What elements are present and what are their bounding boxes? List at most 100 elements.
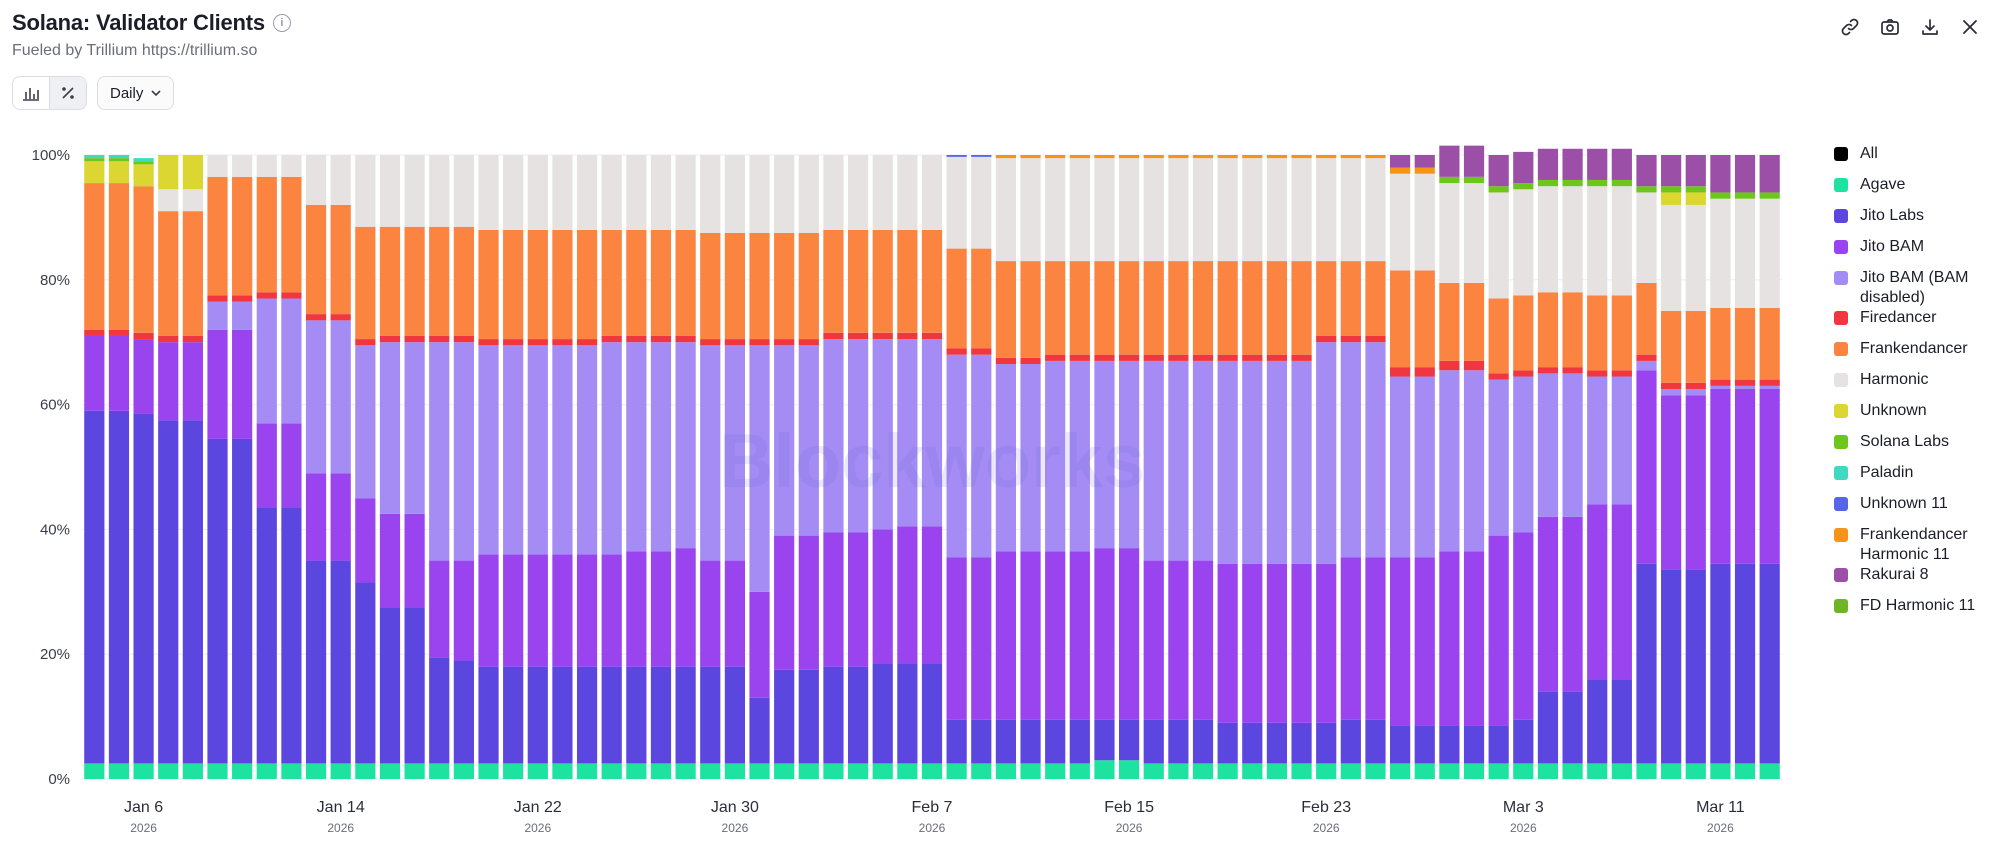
bar-segment-frankendancer-harmonic-11[interactable] [1069, 155, 1090, 159]
bar-segment-rakurai-8[interactable] [1390, 155, 1411, 168]
bar-segment-jito-labs[interactable] [1266, 722, 1288, 764]
bar-segment-harmonic[interactable] [1045, 158, 1066, 262]
bar-segment-jito-bam-bam-disabled-[interactable] [1045, 360, 1066, 552]
legend-item-unknown[interactable]: Unknown [1834, 401, 1994, 432]
bar-segment-jito-bam-bam-disabled-[interactable] [650, 342, 672, 552]
bar-segment-agave[interactable] [971, 763, 992, 779]
legend-item-rakurai-8[interactable]: Rakurai 8 [1834, 565, 1994, 596]
bar-segment-jito-bam[interactable] [404, 513, 425, 608]
bar-segment-firedancer[interactable] [1390, 367, 1411, 377]
bar-segment-jito-labs[interactable] [305, 560, 327, 764]
bar-segment-harmonic[interactable] [552, 155, 573, 230]
legend-item-unknown-11[interactable]: Unknown 11 [1834, 494, 1994, 525]
bar-segment-agave[interactable] [1562, 763, 1583, 779]
bar-segment-solana-labs[interactable] [1439, 176, 1460, 184]
bar-segment-firedancer[interactable] [281, 292, 302, 299]
bar-segment-agave[interactable] [503, 763, 524, 779]
bar-segment-jito-bam[interactable] [552, 554, 573, 667]
link-icon[interactable] [1839, 16, 1861, 38]
bar-segment-frankendancer[interactable] [404, 226, 425, 336]
bar-segment-harmonic[interactable] [700, 155, 721, 233]
bar-segment-harmonic[interactable] [1685, 204, 1706, 311]
bar-segment-jito-bam-bam-disabled-[interactable] [1537, 373, 1559, 517]
bar-segment-agave[interactable] [527, 763, 548, 779]
bar-segment-frankendancer-harmonic-11[interactable] [1168, 155, 1189, 159]
bar-segment-harmonic[interactable] [281, 155, 302, 177]
bar-segment-agave[interactable] [1463, 763, 1485, 779]
bar-segment-jito-bam[interactable] [1020, 551, 1041, 720]
bar-segment-frankendancer-harmonic-11[interactable] [1266, 155, 1288, 159]
info-icon[interactable]: i [272, 14, 291, 32]
bar-segment-jito-bam[interactable] [232, 329, 253, 439]
bar-segment-solana-labs[interactable] [1611, 179, 1632, 187]
bar-segment-jito-bam[interactable] [774, 535, 795, 670]
bar-segment-jito-bam[interactable] [207, 329, 228, 439]
bar-segment-jito-bam-bam-disabled-[interactable] [1217, 360, 1238, 564]
bar-segment-frankendancer[interactable] [675, 229, 696, 336]
bar-segment-jito-labs[interactable] [749, 697, 770, 764]
bar-segment-agave[interactable] [478, 763, 499, 779]
bar-segment-agave[interactable] [108, 763, 130, 779]
bar-segment-firedancer[interactable] [700, 339, 721, 346]
bar-segment-jito-bam[interactable] [355, 498, 376, 583]
bar-segment-solana-labs[interactable] [1734, 192, 1756, 199]
bar-segment-frankendancer-harmonic-11[interactable] [1390, 167, 1411, 174]
bar-segment-frankendancer[interactable] [1266, 261, 1288, 355]
bar-segment-firedancer[interactable] [1759, 379, 1780, 386]
legend-item-harmonic[interactable]: Harmonic [1834, 370, 1994, 401]
bar-segment-rakurai-8[interactable] [1513, 151, 1534, 184]
bar-segment-jito-labs[interactable] [404, 607, 425, 764]
bar-segment-frankendancer[interactable] [1020, 261, 1041, 358]
bar-segment-agave[interactable] [1143, 763, 1164, 779]
bar-segment-jito-labs[interactable] [330, 560, 351, 764]
bar-segment-agave[interactable] [1685, 763, 1706, 779]
bar-segment-agave[interactable] [453, 763, 474, 779]
bar-segment-frankendancer[interactable] [232, 176, 253, 296]
bar-segment-jito-bam-bam-disabled-[interactable] [626, 342, 647, 552]
bar-segment-harmonic[interactable] [1168, 158, 1189, 262]
bar-segment-jito-labs[interactable] [84, 410, 105, 764]
bar-segment-agave[interactable] [1537, 763, 1559, 779]
bar-segment-harmonic[interactable] [1316, 158, 1337, 262]
bar-segment-jito-bam-bam-disabled-[interactable] [847, 339, 869, 533]
bar-segment-jito-bam[interactable] [1217, 563, 1238, 723]
bar-segment-jito-bam-bam-disabled-[interactable] [478, 345, 499, 555]
bar-segment-firedancer[interactable] [1192, 354, 1214, 361]
bar-segment-agave[interactable] [576, 763, 598, 779]
bar-segment-jito-bam-bam-disabled-[interactable] [1390, 376, 1411, 558]
bar-segment-jito-labs[interactable] [650, 666, 672, 764]
bar-segment-rakurai-8[interactable] [1611, 148, 1632, 180]
camera-icon[interactable] [1879, 16, 1901, 38]
bar-segment-agave[interactable] [1168, 763, 1189, 779]
bar-segment-agave[interactable] [182, 763, 203, 779]
bar-segment-jito-bam-bam-disabled-[interactable] [897, 339, 918, 527]
bar-segment-jito-bam[interactable] [1340, 557, 1361, 720]
bar-segment-frankendancer[interactable] [1291, 261, 1312, 355]
bar-segment-agave[interactable] [1636, 763, 1657, 779]
bar-segment-frankendancer[interactable] [1414, 270, 1435, 368]
bar-segment-jito-bam-bam-disabled-[interactable] [1611, 376, 1632, 505]
bar-segment-agave[interactable] [552, 763, 573, 779]
bar-segment-frankendancer[interactable] [133, 186, 154, 333]
bar-segment-harmonic[interactable] [1266, 158, 1288, 262]
bar-segment-jito-bam-bam-disabled-[interactable] [552, 345, 573, 555]
bar-segment-jito-labs[interactable] [1636, 563, 1657, 764]
bar-segment-frankendancer[interactable] [379, 226, 401, 336]
interval-dropdown[interactable]: Daily [97, 76, 175, 110]
bar-segment-frankendancer[interactable] [1661, 311, 1682, 383]
bar-segment-agave[interactable] [1414, 763, 1435, 779]
bar-segment-solana-labs[interactable] [1710, 192, 1731, 199]
bar-segment-jito-bam[interactable] [429, 560, 450, 658]
bar-segment-jito-labs[interactable] [1094, 719, 1115, 761]
bar-segment-jito-bam-bam-disabled-[interactable] [1242, 360, 1263, 564]
bar-segment-jito-bam[interactable] [971, 557, 992, 720]
bar-segment-jito-bam-bam-disabled-[interactable] [798, 345, 819, 536]
bar-segment-jito-bam[interactable] [527, 554, 548, 667]
legend-item-all[interactable]: All [1834, 144, 1994, 175]
legend-item-paladin[interactable]: Paladin [1834, 463, 1994, 494]
bar-segment-frankendancer[interactable] [1562, 292, 1583, 368]
bar-segment-jito-bam[interactable] [601, 554, 622, 667]
bar-segment-agave[interactable] [1513, 763, 1534, 779]
bar-segment-jito-labs[interactable] [847, 666, 869, 764]
bar-segment-frankendancer-harmonic-11[interactable] [1119, 155, 1140, 159]
